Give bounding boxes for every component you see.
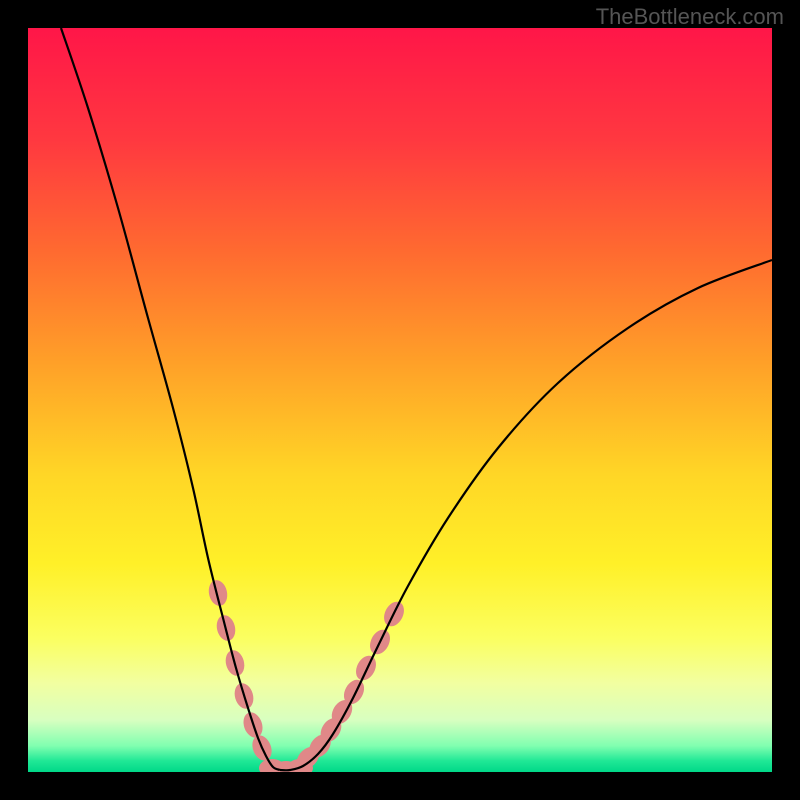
data-markers xyxy=(206,578,408,772)
bottleneck-curve xyxy=(28,28,772,772)
chart-container: TheBottleneck.com xyxy=(0,0,800,800)
plot-area xyxy=(28,28,772,772)
watermark-text: TheBottleneck.com xyxy=(596,4,784,30)
curve-left-branch xyxy=(61,28,280,770)
